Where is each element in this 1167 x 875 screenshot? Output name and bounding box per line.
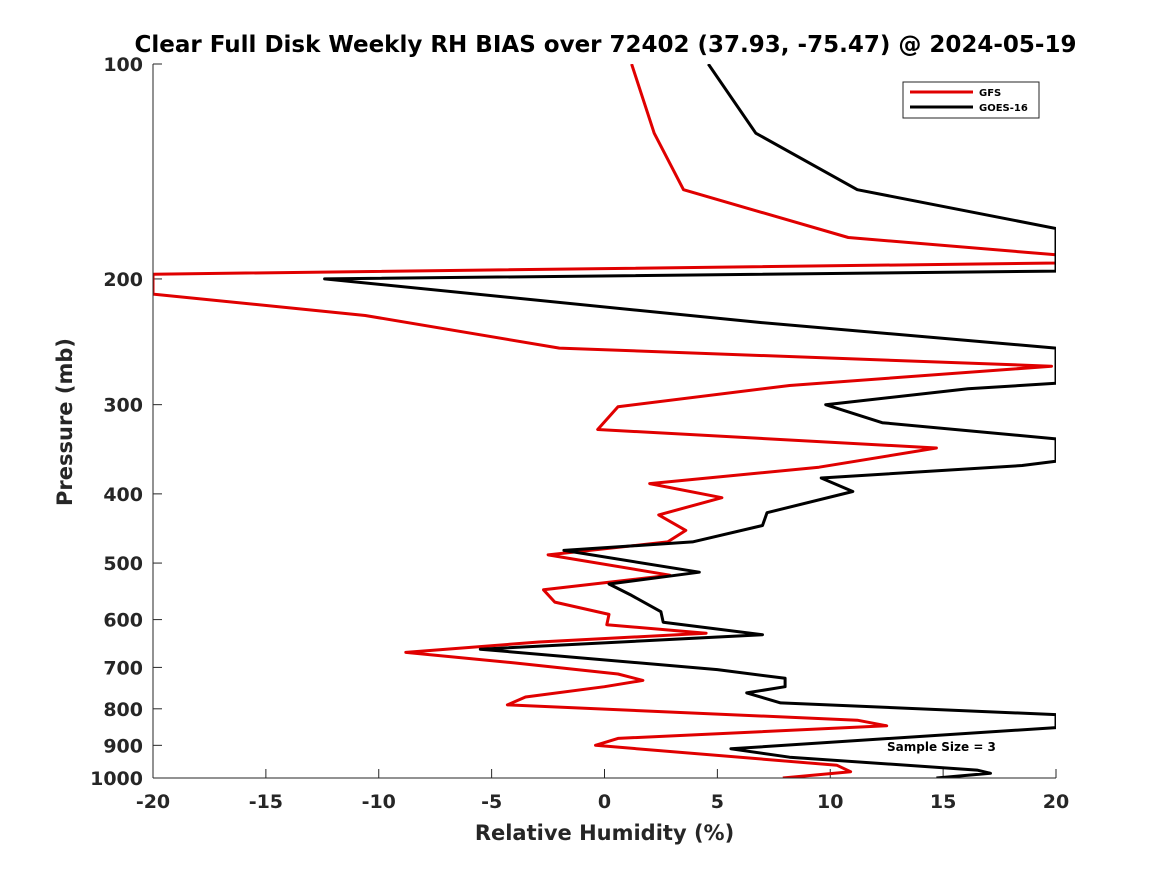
x-tick-label: -5 [481, 791, 502, 813]
series-line-gfs [153, 64, 1056, 778]
y-tick-label: 100 [103, 54, 143, 76]
x-tick-label: 5 [711, 791, 724, 813]
y-axis-title: Pressure (mb) [53, 338, 77, 506]
x-tick-label: 15 [930, 791, 956, 813]
y-tick-label: 600 [103, 610, 143, 632]
y-axis: 100 200 300 400 500 600 700 800 900 1000 [90, 54, 162, 790]
x-tick-label: 0 [598, 791, 611, 813]
y-tick-label: 300 [103, 395, 143, 417]
chart-title: Clear Full Disk Weekly RH BIAS over 7240… [135, 32, 1077, 58]
series-layer [153, 64, 1056, 778]
legend-box [902, 81, 1040, 119]
x-tick-label: -15 [249, 791, 283, 813]
x-axis: -20 -15 -10 -5 0 5 10 15 20 [136, 769, 1069, 813]
y-tick-label: 900 [103, 735, 143, 757]
x-axis-title: Relative Humidity (%) [475, 821, 734, 845]
y-tick-label: 800 [103, 699, 143, 721]
legend-label-gfs: GFS [979, 88, 1001, 99]
series-line-goes16 [323, 64, 1056, 778]
legend: GFS GOES-16 [902, 81, 1040, 119]
x-tick-label: -10 [362, 791, 396, 813]
legend-label-goes16: GOES-16 [979, 103, 1028, 114]
x-tick-label: -20 [136, 791, 170, 813]
x-tick-label: 20 [1043, 791, 1069, 813]
sample-size-annotation: Sample Size = 3 [887, 740, 996, 754]
y-tick-label: 400 [103, 484, 143, 506]
x-tick-label: 10 [817, 791, 843, 813]
y-tick-label: 700 [103, 657, 143, 679]
y-tick-label: 200 [103, 269, 143, 291]
y-tick-label: 500 [103, 553, 143, 575]
y-tick-label: 1000 [90, 768, 143, 790]
